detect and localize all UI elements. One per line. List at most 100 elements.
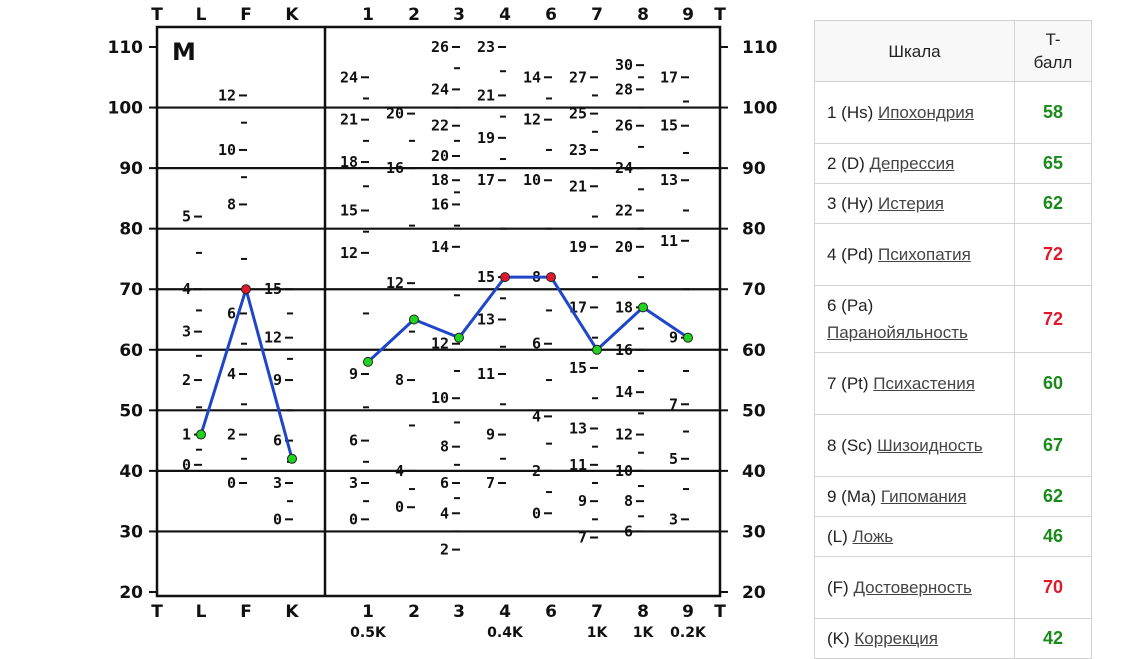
raw-score-label: 24 [431,80,449,98]
scale-name-link[interactable]: Ипохондрия [878,103,974,122]
raw-score-label: 5 [182,208,191,226]
y-tick-label-right: 50 [742,401,766,421]
column-label-top: 9 [682,5,694,25]
scale-name-link[interactable]: Психастения [873,374,975,393]
raw-score-label: 16 [386,159,404,177]
raw-score-label: 6 [624,522,633,540]
raw-score-label: 20 [431,147,449,165]
y-tick-label-right: 80 [742,220,766,240]
raw-score-label: 12 [615,426,633,444]
scale-code: (L) [827,527,853,546]
t-label-top-left: T [151,5,163,25]
raw-score-label: 3 [349,474,358,492]
raw-score-label: 12 [218,86,236,104]
table-row: (L) Ложь 46 [814,516,1092,557]
scale-cell: (K) Коррекция [814,618,1015,659]
column-label-top: K [285,5,299,25]
raw-score-label: 6 [532,335,541,353]
chart-title: M [172,38,196,66]
column-label-top: 7 [591,5,603,25]
scale-t-score: 46 [1014,516,1092,557]
column-label-top: 6 [545,5,557,25]
table-row: 9 (Ma) Гипомания 62 [814,476,1092,517]
profile-point-2 [409,314,419,325]
table-row: (K) Коррекция 42 [814,618,1092,659]
raw-score-label: 0 [532,504,541,522]
table-row: 2 (D) Депрессия 65 [814,143,1092,184]
scale-name-link[interactable]: Гипомания [880,487,967,506]
scale-code: 1 (Hs) [827,103,878,122]
raw-score-label: 9 [273,371,282,389]
raw-score-label: 2 [227,426,236,444]
scale-name-link[interactable]: Коррекция [854,629,938,648]
scale-cell: 1 (Hs) Ипохондрия [814,81,1015,144]
table-header-row: Шкала T- балл [814,20,1092,82]
scale-cell: 3 (Hy) Истерия [814,183,1015,224]
raw-score-label: 2 [532,462,541,480]
k-correction-label: 1K [587,625,609,640]
scale-cell: 9 (Ma) Гипомания [814,476,1015,517]
y-tick-label-right: 40 [742,462,766,482]
scale-code: (F) [827,578,854,597]
column-label-bottom: K [285,602,299,622]
raw-score-label: 10 [431,389,449,407]
raw-score-label: 26 [615,117,633,135]
scale-code: 9 (Ma) [827,487,881,506]
scale-t-score: 72 [1014,285,1092,353]
raw-score-label: 6 [349,432,358,450]
raw-score-label: 30 [615,56,633,74]
raw-score-label: 24 [340,68,358,86]
raw-score-label: 17 [477,171,495,189]
raw-score-label: 15 [569,359,587,377]
scale-name-link[interactable]: Паранойяльность [827,323,968,342]
table-row: (F) Достоверность 70 [814,556,1092,619]
raw-score-label: 6 [440,474,449,492]
column-label-bottom: 3 [453,602,465,622]
profile-line-clinical [366,275,689,363]
raw-score-label: 9 [578,492,587,510]
scale-name-link[interactable]: Ложь [852,527,894,546]
raw-score-label: 9 [349,365,358,383]
scale-t-score: 62 [1014,183,1092,224]
scale-t-score: 70 [1014,556,1092,619]
raw-score-label: 7 [578,529,587,547]
scale-name-link[interactable]: Депрессия [869,154,955,173]
raw-score-label: 10 [218,141,236,159]
y-tick-label: 100 [108,99,144,119]
raw-score-label: 21 [340,111,358,129]
raw-score-label: 12 [523,111,541,129]
raw-score-label: 7 [486,474,495,492]
raw-score-label: 15 [340,202,358,220]
y-tick-label-right: 60 [742,341,766,361]
profile-point-3 [454,332,464,343]
k-correction-label: 0.5K [350,625,387,640]
raw-score-label: 8 [440,438,449,456]
raw-score-label: 7 [669,395,678,413]
scale-code: 7 (Pt) [827,374,874,393]
scale-cell: (F) Достоверность [814,556,1015,619]
scale-name-link[interactable]: Психопатия [878,245,971,264]
scale-name-link[interactable]: Шизоидность [877,436,983,455]
profile-point-4 [500,272,510,283]
scale-name-link[interactable]: Достоверность [853,578,972,597]
raw-score-label: 12 [431,335,449,353]
scale-code: 8 (Sc) [827,436,878,455]
raw-score-label: 19 [477,129,495,147]
raw-score-label: 6 [227,304,236,322]
raw-score-label: 12 [340,244,358,262]
raw-score-label: 15 [264,280,282,298]
scale-t-score: 60 [1014,352,1092,415]
scale-code: 2 (D) [827,154,870,173]
y-tick-label-right: 30 [742,522,766,542]
raw-score-label: 24 [615,159,633,177]
raw-score-label: 11 [477,365,495,383]
column-label-bottom: 8 [637,602,649,622]
y-tick-label: 40 [119,462,143,482]
column-label-top: 3 [453,5,465,25]
raw-score-label: 5 [669,450,678,468]
raw-score-label: 11 [569,456,587,474]
profile-point-L [196,429,206,440]
scale-name-link[interactable]: Истерия [878,194,944,213]
profile-point-1 [363,356,373,367]
